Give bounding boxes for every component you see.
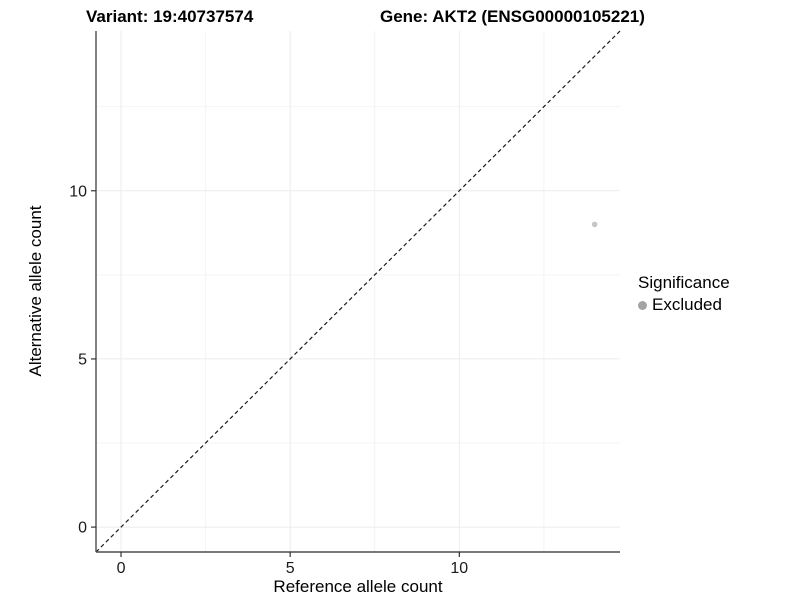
legend: Significance Excluded: [638, 273, 730, 315]
y-tick-label: 0: [78, 520, 87, 537]
x-tick-label: 10: [450, 560, 468, 577]
x-tick-label: 0: [117, 560, 126, 577]
plot-title-gene: Gene: AKT2 (ENSG00000105221): [380, 7, 645, 26]
legend-item-excluded: Excluded: [638, 295, 730, 315]
y-axis-title: Alternative allele count: [26, 205, 45, 377]
legend-key-dot-icon: [638, 300, 647, 310]
legend-title: Significance: [638, 273, 730, 292]
legend-item-label: Excluded: [652, 295, 722, 314]
y-tick-label: 5: [78, 351, 87, 368]
x-axis-title: Reference allele count: [273, 577, 443, 596]
y-tick-label: 10: [69, 183, 87, 200]
x-tick-label: 5: [286, 560, 295, 577]
plot-title-variant: Variant: 19:40737574: [86, 7, 254, 26]
data-point: [591, 221, 598, 228]
identity-dashed-line: [95, 30, 621, 553]
